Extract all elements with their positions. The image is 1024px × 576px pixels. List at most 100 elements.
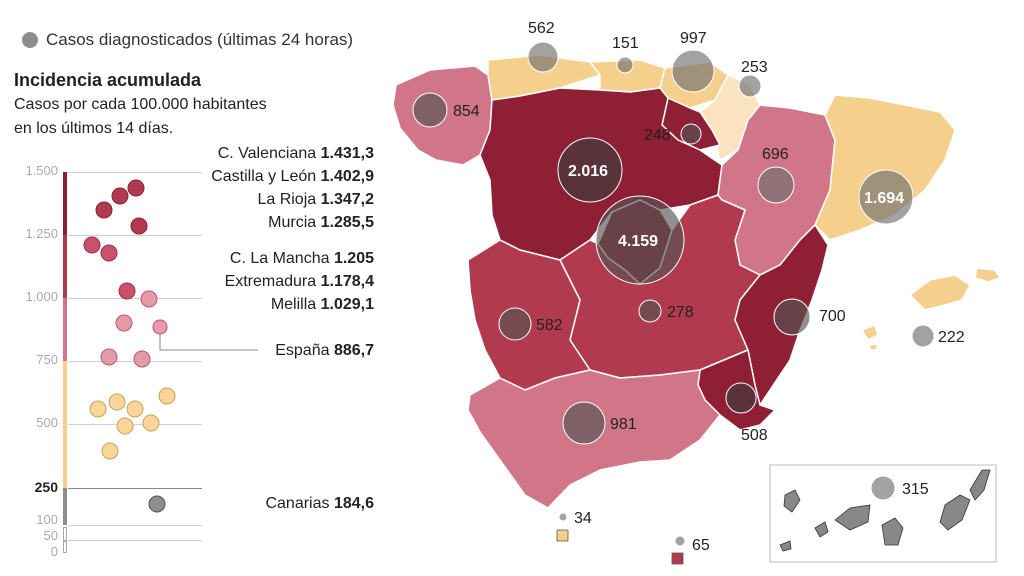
scale-segment-50 [63, 527, 67, 541]
map-labels: 854 562 151 997 253 248 2.016 696 1.694 … [453, 20, 965, 554]
dot-spain [152, 319, 168, 335]
scale-segment-light [63, 361, 67, 488]
scale-tick: 1.000 [25, 289, 58, 304]
bubble-valencia [773, 298, 811, 336]
dot-mid [115, 314, 133, 332]
ranking-label: C. La Mancha 1.205 [229, 250, 374, 267]
region-baleares-formentera [869, 343, 879, 351]
scale-tick: 0 [50, 544, 58, 559]
scale-segment-darkest [63, 172, 67, 235]
label-cantabria: 151 [612, 35, 639, 52]
gridline [68, 298, 202, 299]
island [783, 489, 801, 513]
scale-tick: 250 [34, 479, 58, 495]
dot-high [100, 244, 118, 262]
label-castilla-mancha: 278 [667, 304, 694, 321]
label-pais-vasco: 997 [680, 30, 707, 47]
bubble-madrid [595, 195, 685, 285]
bubble-ceuta [558, 512, 568, 522]
dot-low [89, 400, 107, 418]
region-baleares-ibiza [861, 324, 879, 341]
label-canarias: 315 [902, 481, 929, 498]
dot-mid [140, 290, 158, 308]
gridline [68, 540, 202, 541]
bubble-legend-icon [22, 32, 38, 48]
dot-mid [118, 282, 136, 300]
gridline [68, 525, 202, 526]
label-la-rioja: 248 [644, 127, 671, 144]
scale-segment-0 [63, 541, 67, 553]
island [969, 469, 991, 501]
ranking-label: C. Valenciana 1.431,3 [217, 145, 374, 162]
bubble-castilla-mancha [638, 299, 662, 323]
label-ceuta: 34 [574, 510, 592, 527]
ranking-label: Murcia 1.285,5 [268, 214, 374, 231]
gridline [68, 235, 202, 236]
bubble-andalucia [562, 401, 606, 445]
label-galicia: 854 [453, 103, 480, 120]
scale-tick: 100 [36, 512, 58, 527]
bubble-legend-label: Casos diagnosticados (últimas 24 horas) [46, 30, 354, 49]
label-andalucia: 981 [610, 416, 637, 433]
subtitle-line-1: Casos por cada 100.000 habitantes [14, 96, 267, 113]
label-navarra: 253 [741, 59, 768, 76]
label-baleares: 222 [938, 329, 965, 346]
bubble-galicia [412, 92, 448, 128]
scale-tick: 1.500 [25, 163, 58, 178]
ranking-label-spain: España 886,7 [275, 342, 374, 359]
subtitle-line-2: en los últimos 14 días. [14, 120, 174, 137]
label-cataluna: 1.694 [864, 190, 904, 207]
dot-high [83, 236, 101, 254]
scale-tick: 750 [36, 352, 58, 367]
dot-high [130, 217, 148, 235]
label-aragon: 696 [762, 146, 789, 163]
scale-tick: 50 [43, 528, 58, 543]
dot-low [116, 417, 134, 435]
island [939, 494, 971, 531]
gridline [68, 488, 202, 489]
bubble-pais-vasco [671, 49, 715, 93]
bubble-murcia [725, 382, 757, 414]
island [779, 540, 792, 552]
label-castilla-leon: 2.016 [568, 163, 608, 180]
region-baleares-menorca [974, 267, 1001, 283]
island [881, 517, 904, 546]
bubble-melilla [674, 535, 686, 547]
gridline [68, 172, 202, 173]
dot-mid [100, 348, 118, 366]
bubble-legend: Casos diagnosticados (últimas 24 horas) [22, 30, 353, 50]
label-murcia: 508 [741, 427, 768, 444]
bubble-aragon [757, 166, 795, 204]
bubble-baleares [911, 324, 935, 348]
dot-high [127, 179, 145, 197]
case-bubbles [412, 41, 935, 547]
bubble-cataluna [858, 169, 914, 225]
island [814, 521, 829, 538]
ranking-label: Castilla y León 1.402,9 [211, 168, 374, 185]
label-madrid: 4.159 [618, 233, 658, 250]
scale-tick: 500 [36, 415, 58, 430]
region-baleares-mallorca [909, 274, 971, 311]
dot-low [158, 387, 176, 405]
bubble-la-rioja [680, 123, 702, 145]
ranking-label: Extremadura 1.178,4 [224, 273, 374, 290]
scale-segment-gray [63, 488, 67, 525]
scale-segment-dark [63, 235, 67, 298]
bubble-extremadura [498, 307, 532, 341]
chart-title: Incidencia acumulada [14, 70, 202, 90]
dot-mid [133, 350, 151, 368]
region-ceuta [556, 529, 569, 542]
dot-canarias [148, 495, 166, 513]
ranking-label: Melilla 1.029,1 [270, 296, 374, 313]
scale-segment-medium [63, 298, 67, 361]
ranking-label: Canarias 184,6 [265, 495, 374, 512]
label-valencia: 700 [819, 308, 846, 325]
gridline [68, 424, 202, 425]
spain-connector [159, 334, 258, 351]
bubble-canarias [870, 475, 896, 501]
ranking-label: La Rioja 1.347,2 [257, 191, 374, 208]
bubble-castilla-leon [557, 137, 623, 203]
bubble-cantabria [616, 56, 634, 74]
dot-low [101, 442, 119, 460]
